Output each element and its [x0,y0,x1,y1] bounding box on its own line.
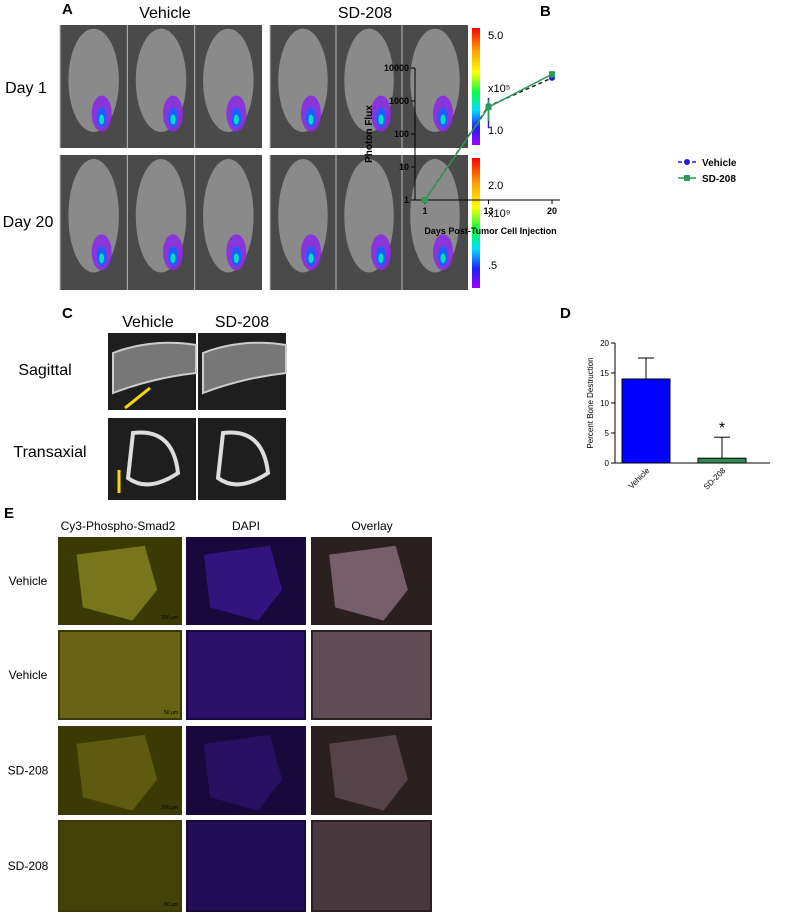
x-tick-label: Vehicle [627,466,652,491]
y-axis-label: Percent Bone Destruction [586,357,595,448]
column-header: SD-208 [338,5,392,22]
colorbar-label: x10⁹ [488,208,510,220]
panel-label: C [62,305,73,322]
column-header: Cy3-Phospho-Smad2 [61,519,176,533]
point [422,197,428,203]
scale-bar-label: 200 µm [161,805,178,811]
micrograph [311,820,432,912]
micrograph [186,726,306,815]
y-tick-label: 10000 [384,63,409,73]
y-tick-label: 100 [394,129,409,139]
ct-image [108,418,196,500]
signal [308,253,314,264]
annotation: * [719,420,725,437]
bar [697,457,747,464]
x-tick-label: 1 [422,206,427,216]
legend-marker [684,175,690,181]
signal [378,114,384,125]
colorbar-label: .5 [488,260,497,272]
tissue [60,632,180,718]
signal [378,253,384,264]
point [485,104,492,111]
signal [170,253,176,264]
signal [440,253,446,264]
column-header: Vehicle [122,314,174,331]
scale-bar-label: 50 µm [164,902,178,908]
x-axis-label: Days Post-Tumor Cell Injection [424,226,556,236]
column-header: SD-208 [215,314,269,331]
x-tick-label: SD-208 [702,466,728,492]
bone [112,341,197,395]
tissue [204,545,282,621]
y-tick-label: 10 [399,162,409,172]
x-tick-label: 13 [483,206,493,216]
tissue [76,734,158,811]
bone [215,430,271,487]
tissue [313,632,430,718]
micrograph [58,820,182,912]
row-label: SD-208 [8,859,49,873]
y-axis-label: Photon Flux [364,105,375,163]
row-label: Vehicle [9,668,48,682]
row-label: Transaxial [13,444,86,461]
bar [621,378,671,464]
bone [202,341,287,395]
row-label: Sagittal [18,362,71,379]
row-label: Day 20 [3,214,54,231]
micrograph [58,726,182,815]
colorbar [472,28,480,145]
micrograph [186,820,306,912]
colorbar-label: 5.0 [488,30,503,42]
tissue [76,545,158,621]
tissue [188,632,304,718]
legend-label: Vehicle [702,158,737,169]
colorbar-label: 2.0 [488,180,503,192]
row-label: SD-208 [8,764,49,778]
signal [233,253,239,264]
y-tick-label: 20 [600,339,609,348]
tissue [329,545,408,621]
signal [170,114,176,125]
tissue [204,734,282,811]
panel-label: D [560,305,571,322]
micrograph [311,726,432,815]
y-tick-label: 0 [605,459,610,468]
panel-label: A [62,1,73,18]
y-tick-label: 1 [404,195,409,205]
signal [308,114,314,125]
tissue [188,822,304,910]
row-label: Day 1 [5,80,47,97]
column-header: DAPI [232,519,260,533]
signal [99,114,105,125]
tissue [329,734,408,811]
y-tick-label: 10 [600,399,609,408]
legend-label: SD-208 [702,174,736,185]
tissue [60,822,180,910]
x-tick-label: 20 [547,206,557,216]
tissue [313,822,430,910]
bone [125,430,181,487]
column-header: Overlay [351,519,392,533]
y-tick-label: 15 [600,369,609,378]
panel-label: B [540,3,551,20]
y-tick-label: 5 [605,429,610,438]
signal [233,114,239,125]
colorbar [472,158,480,288]
colorbar-label: x10⁵ [488,83,510,95]
signal [440,114,446,125]
point [549,71,555,78]
legend-marker [684,159,690,165]
scale-bar-label: 50 µm [164,710,178,716]
colorbar-label: 1.0 [488,125,503,137]
y-tick-label: 1000 [389,96,409,106]
column-header: Vehicle [139,5,191,22]
ct-image [198,418,286,500]
row-label: Vehicle [9,574,48,588]
signal [99,253,105,264]
panel-label: E [4,505,14,522]
scale-bar-label: 200 µm [161,615,178,621]
arrow [124,386,151,410]
